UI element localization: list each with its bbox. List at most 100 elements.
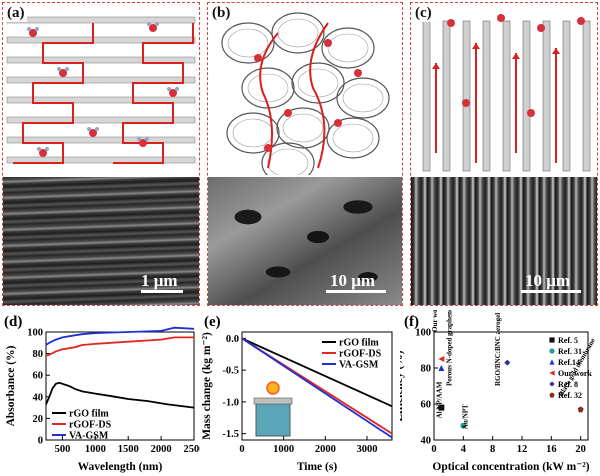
water-molecule [354, 69, 362, 77]
point-annotation: Au/NPT [462, 404, 470, 429]
hydrogen-atom [37, 147, 41, 151]
graphene-cell [332, 123, 374, 153]
vapor-arrowhead [432, 63, 440, 69]
plot-frame [433, 331, 589, 441]
panel-b-sem-image: 10 μm [208, 177, 402, 305]
water-molecule [577, 17, 585, 25]
graphene-cell [267, 148, 309, 175]
marker-square [438, 404, 445, 411]
hydrogen-atom [167, 87, 171, 91]
panel-a-schematic [3, 3, 199, 175]
graphene-cell [291, 62, 345, 104]
vapor-arrowhead [512, 53, 520, 59]
graphene-cell [232, 118, 274, 148]
water-molecule [264, 144, 272, 152]
panel-a: 1 μm (a) [2, 2, 200, 306]
vertical-sheet [442, 20, 451, 172]
water-molecule [462, 99, 470, 107]
legend-label: Ref. 8 [558, 380, 578, 389]
hydrogen-atom [87, 127, 91, 131]
x-tick-label: 1500 [118, 444, 139, 455]
water-molecule [324, 39, 332, 47]
graphene-layer [6, 56, 196, 64]
hydrogen-atom [35, 27, 39, 31]
panel-b: 10 μm (b) [207, 2, 403, 306]
panel-a-sem-image: 1 μm [3, 177, 199, 305]
hydrogen-atom [27, 27, 31, 31]
y-tick-label: -1.5 [222, 429, 239, 440]
panel-letter: (e) [204, 314, 221, 330]
graphene-cell [282, 113, 324, 143]
vertical-sheet [562, 20, 571, 172]
y-axis-label: Efficiency (%) [400, 350, 405, 421]
legend-label: Ref. 5 [558, 336, 578, 345]
y-tick-label: 40 [33, 392, 44, 403]
vapor-path [113, 23, 194, 164]
chart-absorbance: (d)Wavelength (nm)Absorbance (%)500 1000 1… [4, 314, 201, 473]
legend-label: VA-GSM [69, 431, 109, 442]
legend-label: Our work [558, 369, 592, 378]
chart-efficiency: (f) Optical concentration (kW m⁻²) Efficie… [400, 310, 597, 473]
hydrogen-atom [155, 22, 159, 26]
graphene-cell [221, 22, 275, 64]
marker-square [549, 337, 555, 343]
graphene-cell [327, 33, 369, 63]
vertical-sheet [522, 20, 531, 172]
graphene-cell [261, 142, 315, 175]
panel-b-schematic [208, 3, 402, 175]
y-tick-label: -1.0 [222, 397, 239, 408]
y-tick-label: 80 [421, 364, 432, 375]
series-line-rgo-film [45, 381, 195, 409]
marker-circle [460, 422, 467, 429]
graphene-layer [6, 36, 196, 44]
x-tick-label: 1000 [85, 444, 106, 455]
graphene-cell [227, 28, 269, 58]
vapor-arrowhead [472, 43, 480, 49]
x-axis-label: Wavelength (nm) [78, 461, 163, 473]
x-tick-label: 2000 [315, 444, 336, 455]
graphene-layer [6, 96, 196, 104]
graphene-layer [6, 76, 196, 84]
x-axis-label: Optical concentration (kW m⁻²) [432, 461, 589, 473]
y-tick-label: -0.5 [222, 366, 239, 377]
legend-label: Ref. 31 [558, 347, 582, 356]
x-tick-label: 3000 [357, 444, 378, 455]
hydrogen-atom [57, 67, 61, 71]
water-molecule [537, 24, 545, 32]
vapor-path [13, 23, 94, 164]
water-molecule [169, 89, 177, 97]
panel-letter: (d) [4, 314, 22, 330]
y-tick-label: 80 [33, 349, 44, 360]
y-tick-label: 60 [421, 400, 432, 411]
graphene-layer [6, 16, 196, 24]
water-molecule [527, 109, 535, 117]
y-tick-label: 20 [33, 414, 44, 425]
water-molecule [139, 139, 147, 147]
graphene-cell [276, 107, 330, 149]
vapor-path [309, 22, 329, 169]
y-tick-label: 0 [38, 436, 43, 447]
marker-triangle [438, 365, 445, 371]
x-tick-label: 20 [575, 444, 586, 455]
marker-pentagon [577, 406, 584, 413]
graphene-cell [326, 117, 380, 159]
water-molecule [149, 24, 157, 32]
panel-c: 10 μm (c) [410, 2, 598, 306]
hydrogen-atom [175, 87, 179, 91]
x-tick-label: 4 [461, 444, 467, 455]
water-molecule [89, 129, 97, 137]
point-annotation: Al NP/AAM [435, 381, 443, 418]
marker-triangle [438, 356, 445, 362]
graphene-cell [226, 112, 280, 154]
marker-diamond [549, 381, 555, 387]
plot-frame [241, 331, 393, 441]
hydrogen-atom [45, 147, 49, 151]
marker-diamond [504, 359, 511, 366]
water-molecule [334, 119, 342, 127]
x-tick-label: 0 [431, 444, 436, 455]
hydrogen-atom [145, 137, 149, 141]
y-tick-label: 0.0 [226, 334, 239, 345]
legend-label: rGO film [339, 338, 379, 349]
x-tick-label: 8 [490, 444, 495, 455]
